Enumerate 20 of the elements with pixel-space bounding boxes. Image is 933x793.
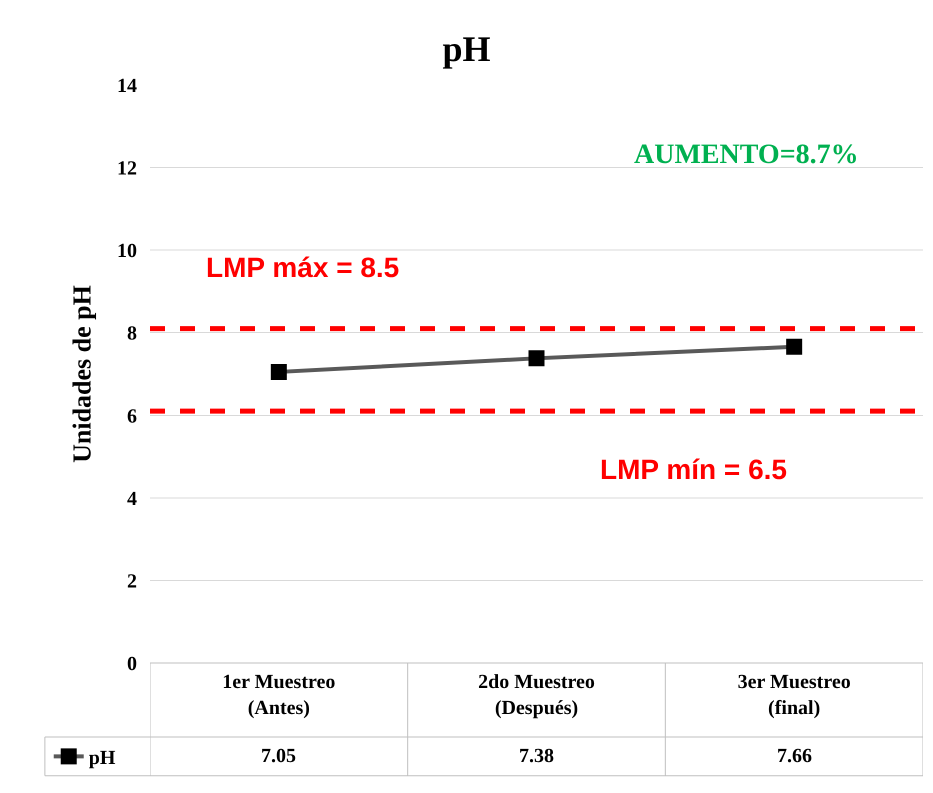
data-label: 7.38 bbox=[519, 745, 554, 767]
legend-label: pH bbox=[88, 747, 116, 770]
y-axis-title: Unidades de pH bbox=[67, 285, 96, 463]
y-tick-label: 2 bbox=[127, 570, 137, 592]
y-tick-label: 10 bbox=[117, 240, 137, 262]
y-tick-label: 4 bbox=[127, 488, 137, 510]
annotation: LMP mín = 6.5 bbox=[600, 454, 787, 485]
y-tick-label: 6 bbox=[127, 405, 137, 428]
x-tick-label: 3er Muestreo (final) bbox=[738, 671, 851, 719]
y-tick-label: 0 bbox=[127, 653, 137, 675]
annotation: LMP máx = 8.5 bbox=[206, 252, 400, 283]
y-tick-label: 14 bbox=[117, 75, 137, 97]
x-tick-label: 1er Muestreo (Antes) bbox=[222, 671, 336, 719]
y-tick-label: 12 bbox=[117, 158, 137, 180]
x-tick-label: 2do Muestreo (Después) bbox=[478, 671, 595, 719]
data-label: 7.05 bbox=[261, 745, 296, 767]
annotation: AUMENTO=8.7% bbox=[634, 139, 859, 170]
y-tick-label: 8 bbox=[127, 322, 137, 345]
chart-title: pH bbox=[442, 28, 491, 69]
data-label: 7.66 bbox=[777, 745, 812, 767]
